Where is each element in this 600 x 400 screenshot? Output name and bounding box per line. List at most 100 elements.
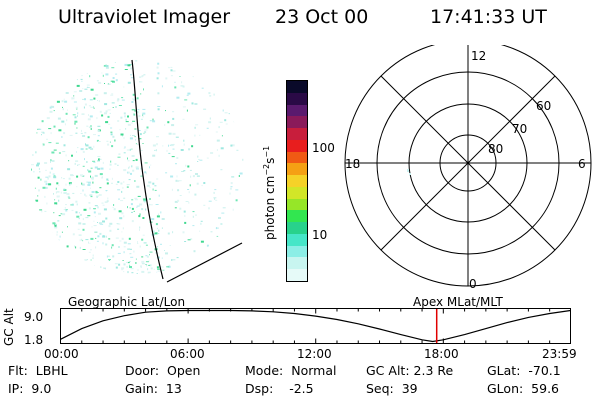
emission-pixel [146,172,147,175]
emission-pixel [176,257,179,259]
emission-pixel [39,209,43,211]
info-glat: GLat: -70.1 [487,363,561,378]
emission-pixel [102,235,105,236]
emission-pixel [96,139,99,142]
emission-pixel [118,198,120,200]
emission-pixel [129,137,133,140]
emission-pixel [110,80,114,82]
emission-pixel [111,177,113,180]
emission-pixel [97,100,98,101]
emission-pixel [109,229,112,232]
mlt-label-6: 6 [578,157,586,171]
emission-pixel [164,250,165,251]
emission-pixel [127,271,129,274]
emission-pixel [216,235,218,237]
emission-pixel [84,132,87,134]
emission-pixel [184,214,186,217]
emission-pixel [84,259,88,261]
emission-pixel [106,178,109,181]
info-mode: Mode: Normal [245,363,337,378]
orbit-ytick-min: 1.8 [24,333,44,347]
emission-pixel [177,199,180,202]
emission-pixel [106,140,109,142]
emission-pixel [76,127,78,129]
emission-pixel [122,227,124,230]
emission-pixel [90,125,92,127]
emission-pixel [182,231,185,234]
emission-pixel [208,200,212,202]
emission-pixel [129,266,132,268]
emission-pixel [58,239,60,241]
emission-pixel [139,203,143,206]
emission-pixel [157,268,161,270]
emission-pixel [191,102,194,105]
emission-pixel [97,141,101,142]
emission-pixel [170,75,173,77]
emission-pixel [56,231,58,234]
emission-pixel [214,189,217,191]
emission-pixel [150,267,153,270]
emission-pixel [53,125,56,128]
emission-pixel [148,181,152,184]
emission-pixel [100,177,103,179]
emission-pixel [143,242,147,244]
emission-pixel [92,257,94,259]
emission-pixel [75,246,77,249]
emission-pixel [76,79,78,81]
emission-pixel [108,123,111,125]
emission-pixel [203,182,206,184]
emission-pixel [148,264,151,266]
emission-pixel [136,205,140,207]
emission-pixel [141,263,145,265]
info-seq: Seq: 39 [366,381,418,396]
emission-pixel [101,176,103,179]
emission-pixel [90,88,94,91]
emission-pixel [42,186,46,189]
emission-pixel [103,208,107,211]
emission-pixel [95,246,97,249]
emission-pixel [142,217,145,219]
emission-pixel [105,243,108,246]
emission-pixel [54,199,56,201]
emission-pixel [139,213,141,216]
emission-pixel [106,255,108,258]
emission-pixel [215,199,218,201]
emission-pixel [45,186,48,189]
emission-pixel [75,160,79,162]
emission-pixel [86,73,88,75]
emission-pixel [83,106,85,109]
emission-pixel [213,93,215,96]
emission-pixel [172,111,175,113]
emission-pixel [81,80,83,82]
emission-pixel [201,87,204,89]
emission-pixel [127,171,130,174]
emission-pixel [143,88,144,91]
emission-pixel [171,156,175,158]
emission-pixel [97,206,99,209]
emission-pixel [197,161,199,162]
emission-pixel [157,62,160,65]
emission-pixel [184,241,187,242]
emission-pixel [97,135,100,137]
emission-pixel [53,110,55,112]
emission-pixel [89,75,91,78]
emission-pixel [172,231,174,234]
emission-pixel [127,157,128,160]
emission-pixel [135,158,138,161]
emission-pixel [56,182,59,185]
emission-pixel [150,204,153,206]
emission-pixel [105,66,109,69]
emission-pixel [123,251,125,254]
emission-pixel [149,120,152,122]
terminator-line [131,59,164,280]
emission-pixel [54,226,58,229]
emission-pixel [57,117,61,120]
emission-pixel [134,128,137,130]
emission-pixel [88,202,91,204]
orbit-xtick-0600: 06:00 [170,347,205,361]
emission-pixel [155,223,158,226]
emission-pixel [141,238,144,241]
emission-pixel [101,114,104,117]
emission-pixel [168,144,169,147]
emission-pixel [135,262,137,264]
